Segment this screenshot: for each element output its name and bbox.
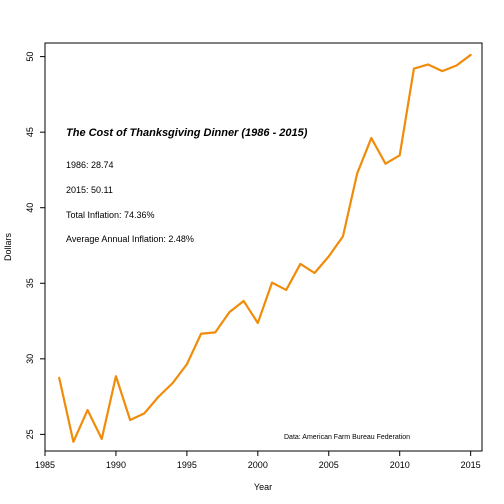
source-note: Data: American Farm Bureau Federation bbox=[284, 434, 410, 441]
annotation-1986: 1986: 28.74 bbox=[66, 160, 114, 170]
x-tick-label: 1995 bbox=[177, 460, 197, 470]
annotation-title: The Cost of Thanksgiving Dinner (1986 - … bbox=[66, 127, 308, 139]
y-axis: 25 30 35 40 45 50 bbox=[25, 52, 45, 439]
x-tick-label: 1990 bbox=[106, 460, 126, 470]
series-line bbox=[58, 53, 472, 443]
y-tick-label: 35 bbox=[25, 278, 35, 288]
x-axis-label: Year bbox=[254, 482, 272, 492]
annotation-average-inflation: Average Annual Inflation: 2.48% bbox=[66, 234, 194, 244]
plot-frame bbox=[44, 42, 483, 452]
x-tick-label: 1985 bbox=[35, 460, 55, 470]
x-tick-label: 2000 bbox=[248, 460, 268, 470]
annotation-total-inflation: Total Inflation: 74.36% bbox=[66, 210, 155, 220]
x-tick-label: 2005 bbox=[319, 460, 339, 470]
y-tick-label: 40 bbox=[25, 203, 35, 213]
x-tick-label: 2010 bbox=[390, 460, 410, 470]
y-axis-label: Dollars bbox=[3, 233, 13, 262]
series-group bbox=[58, 53, 472, 443]
annotation-2015: 2015: 50.11 bbox=[66, 185, 113, 195]
y-tick-label: 50 bbox=[25, 52, 35, 62]
y-tick-label: 30 bbox=[25, 354, 35, 364]
x-axis: 1985 1990 1995 2000 2005 2010 2015 bbox=[35, 451, 481, 470]
y-tick-label: 45 bbox=[25, 127, 35, 137]
x-tick-label: 2015 bbox=[461, 460, 481, 470]
y-tick-label: 25 bbox=[25, 429, 35, 439]
